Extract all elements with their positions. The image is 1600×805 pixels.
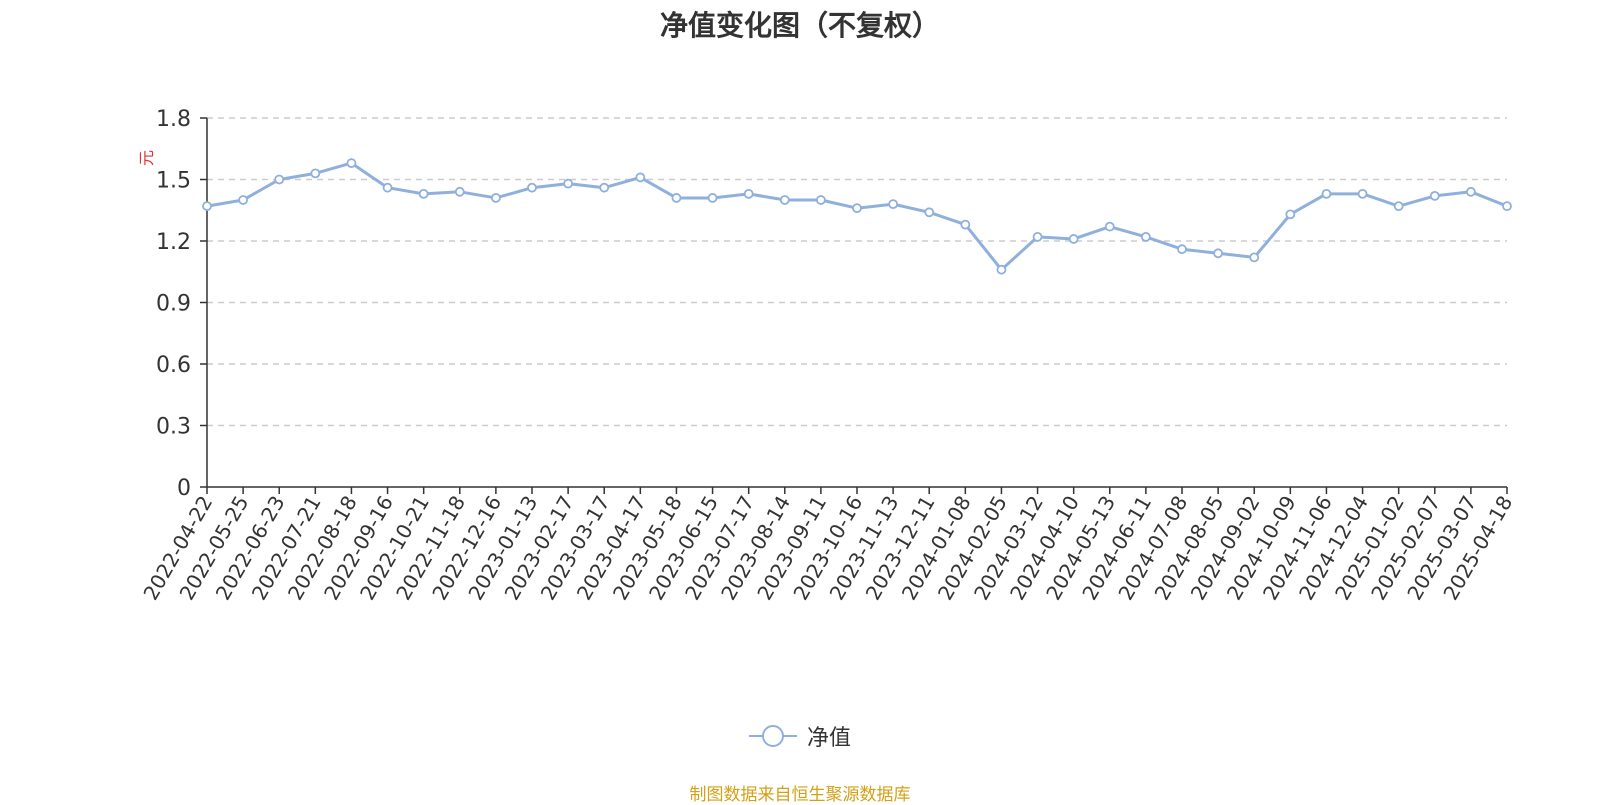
data-point[interactable]: [238, 195, 249, 205]
data-point[interactable]: [454, 186, 465, 197]
data-point[interactable]: [1104, 221, 1115, 232]
data-point[interactable]: [1285, 209, 1296, 220]
data-point[interactable]: [1032, 231, 1043, 242]
data-point[interactable]: [1429, 190, 1440, 201]
data-point[interactable]: [779, 195, 790, 205]
data-point[interactable]: [1465, 186, 1476, 197]
data-point[interactable]: [996, 264, 1007, 275]
data-point[interactable]: [490, 193, 501, 203]
data-point[interactable]: [599, 182, 610, 193]
data-point[interactable]: [274, 174, 285, 185]
data-point[interactable]: [888, 199, 899, 210]
y-tick-label: 0.6: [156, 353, 191, 378]
data-point[interactable]: [960, 219, 971, 230]
y-tick-label: 0.3: [156, 415, 191, 440]
chart-title: 净值变化图（不复权）: [659, 9, 940, 42]
data-point[interactable]: [1140, 231, 1151, 242]
data-point[interactable]: [382, 182, 393, 193]
data-point[interactable]: [1213, 248, 1224, 259]
legend-label: 净值: [806, 726, 851, 751]
data-point[interactable]: [852, 203, 862, 214]
data-point[interactable]: [815, 195, 826, 205]
axes: [200, 117, 1508, 494]
grid-lines: [207, 117, 1507, 427]
data-point[interactable]: [346, 158, 357, 169]
data-point[interactable]: [1321, 188, 1332, 199]
data-point[interactable]: [1177, 244, 1187, 255]
y-tick-label: 0.9: [156, 292, 191, 317]
data-point[interactable]: [563, 178, 574, 189]
legend[interactable]: 净值: [0, 720, 1600, 755]
data-point[interactable]: [707, 193, 718, 203]
data-point[interactable]: [924, 207, 935, 218]
y-tick-labels: 0 0.3 0.6 0.9 1.2 1.5 1.8: [156, 107, 191, 501]
data-point[interactable]: [1393, 201, 1404, 212]
x-tick-labels: 2022-04-222022-05-252022-06-232022-07-21…: [138, 492, 1517, 605]
source-note: 制图数据来自恒生聚源数据库: [689, 785, 911, 805]
data-point[interactable]: [310, 168, 321, 179]
data-point[interactable]: [1249, 252, 1260, 263]
y-tick-label: 1.5: [156, 169, 191, 194]
data-point[interactable]: [1357, 188, 1368, 199]
data-point[interactable]: [202, 201, 212, 212]
data-point[interactable]: [527, 182, 537, 193]
data-point[interactable]: [1068, 234, 1079, 244]
data-point[interactable]: [418, 188, 429, 199]
data-points: [202, 158, 1512, 275]
data-point[interactable]: [1502, 201, 1512, 212]
data-point[interactable]: [671, 193, 682, 203]
data-point[interactable]: [743, 188, 754, 199]
y-axis-label: 元: [137, 150, 156, 166]
legend-line-circle-icon: [748, 725, 797, 747]
y-tick-label: 1.2: [156, 230, 191, 255]
y-tick-label: 1.8: [156, 107, 191, 132]
y-tick-label: 0: [177, 476, 191, 501]
data-point[interactable]: [635, 172, 646, 183]
